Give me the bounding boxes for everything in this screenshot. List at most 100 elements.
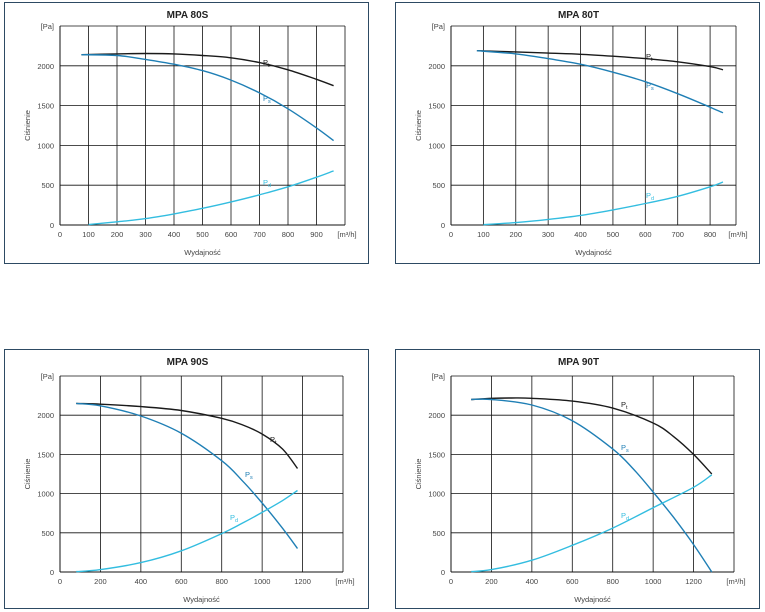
y-tick-label: 2000 <box>37 62 54 71</box>
x-tick-label: 500 <box>196 230 209 239</box>
x-tick-label: 300 <box>139 230 152 239</box>
y-unit-label: [Pa] <box>41 372 54 381</box>
x-tick-label: 700 <box>253 230 266 239</box>
x-tick-label: 800 <box>282 230 295 239</box>
y-tick-label: 1000 <box>37 490 54 499</box>
y-tick-label: 1500 <box>428 450 445 459</box>
series-line-ps <box>471 398 713 573</box>
chart-title: MPA 90S <box>167 357 209 368</box>
x-tick-label: 700 <box>671 230 684 239</box>
x-tick-label: 200 <box>111 230 124 239</box>
series-label-pt: Pt <box>270 435 277 446</box>
y-tick-label: 1500 <box>428 102 445 111</box>
x-tick-label: 1200 <box>294 577 311 586</box>
y-tick-label: 500 <box>41 181 54 190</box>
y-tick-label: 0 <box>50 568 54 577</box>
x-tick-label: 600 <box>566 577 579 586</box>
series-label-ps: Ps <box>621 443 629 454</box>
y-tick-label: 1500 <box>37 102 54 111</box>
y-unit-label: [Pa] <box>41 22 54 31</box>
series-line-pd <box>76 489 298 573</box>
x-axis-label: Wydajność <box>184 248 221 257</box>
series-line-pt <box>476 50 724 71</box>
chart-panel-mpa-80t: MPA 80T 0 500 1000 1500 2000 0 100 200 300 400 500 6… <box>395 2 760 264</box>
series-label-pd: Pd <box>621 511 629 522</box>
y-tick-label: 1000 <box>428 490 445 499</box>
x-tick-label: 300 <box>542 230 555 239</box>
series-line-pt <box>81 52 334 87</box>
x-tick-label: 0 <box>449 230 453 239</box>
chart-mpa-80t: MPA 80T 0 500 1000 1500 2000 0 100 200 300 400 500 6… <box>414 10 748 257</box>
y-tick-label: 1500 <box>37 450 54 459</box>
series-line-pd <box>483 181 724 226</box>
x-axis-label: Wydajność <box>183 595 220 604</box>
series-label-pt: Pt <box>646 52 653 63</box>
x-tick-label: 500 <box>607 230 620 239</box>
x-tick-label: 200 <box>485 577 498 586</box>
y-tick-label: 0 <box>441 568 445 577</box>
series-line-ps <box>81 54 335 142</box>
x-tick-label: 0 <box>449 577 453 586</box>
y-tick-label: 2000 <box>37 411 54 420</box>
x-tick-label: 900 <box>310 230 323 239</box>
series-line-pt <box>76 402 299 469</box>
x-axis-label: Wydajność <box>575 248 612 257</box>
y-axis-label: Ciśnienie <box>414 110 423 141</box>
series-label-pd: Pd <box>230 513 238 524</box>
x-unit-label: [m³/h] <box>728 230 747 239</box>
series-label-ps: Ps <box>263 94 271 105</box>
x-tick-label: 1200 <box>685 577 702 586</box>
y-tick-label: 1000 <box>428 141 445 150</box>
x-axis-label: Wydajność <box>574 595 611 604</box>
x-tick-label: 200 <box>510 230 523 239</box>
x-tick-label: 800 <box>606 577 619 586</box>
x-tick-label: 0 <box>58 577 62 586</box>
series-label-pt: Pt <box>263 58 270 69</box>
chart-mpa-90s: MPA 90S 0 500 1000 1500 2000 0 200 400 600 800 1000… <box>23 357 355 604</box>
chart-mpa-90t: MPA 90T 0 500 1000 1500 2000 0 200 400 600 800 1000… <box>414 357 746 604</box>
series-line-ps <box>476 50 724 114</box>
x-unit-label: [m³/h] <box>726 577 745 586</box>
x-tick-label: 600 <box>225 230 238 239</box>
x-tick-label: 600 <box>639 230 652 239</box>
chart-panel-mpa-80s: MPA 80S 0 500 1000 1500 2000 0 100 200 300 400 500 6… <box>4 2 369 264</box>
series-line-pd <box>471 474 713 573</box>
chart-panel-mpa-90s: MPA 90S 0 500 1000 1500 2000 0 200 400 600 800 1000… <box>4 349 369 609</box>
y-tick-label: 2000 <box>428 411 445 420</box>
series-line-pt <box>471 397 713 475</box>
series-label-pt: Pt <box>621 400 628 411</box>
series-label-ps: Ps <box>646 81 654 92</box>
series-label-pd: Pd <box>263 178 271 189</box>
y-unit-label: [Pa] <box>432 22 445 31</box>
series-label-ps: Ps <box>245 470 253 481</box>
chart-title: MPA 90T <box>558 357 599 368</box>
y-tick-label: 500 <box>432 529 445 538</box>
x-tick-label: 800 <box>704 230 717 239</box>
x-tick-label: 100 <box>82 230 95 239</box>
x-tick-label: 400 <box>135 577 148 586</box>
x-tick-label: 0 <box>58 230 62 239</box>
y-tick-label: 500 <box>432 181 445 190</box>
y-axis-label: Ciśnienie <box>23 110 32 141</box>
series-line-ps <box>76 402 299 549</box>
y-tick-label: 1000 <box>37 141 54 150</box>
x-tick-label: 1000 <box>645 577 662 586</box>
y-tick-label: 500 <box>41 529 54 538</box>
y-tick-label: 2000 <box>428 62 445 71</box>
x-tick-label: 400 <box>526 577 539 586</box>
x-tick-label: 600 <box>175 577 188 586</box>
x-tick-label: 200 <box>94 577 107 586</box>
y-tick-label: 0 <box>441 221 445 230</box>
x-tick-label: 1000 <box>254 577 271 586</box>
x-tick-label: 800 <box>215 577 228 586</box>
chart-mpa-80s: MPA 80S 0 500 1000 1500 2000 0 100 200 300 400 500 6… <box>23 10 357 257</box>
y-unit-label: [Pa] <box>432 372 445 381</box>
x-unit-label: [m³/h] <box>335 577 354 586</box>
x-tick-label: 100 <box>477 230 490 239</box>
y-axis-label: Ciśnienie <box>23 459 32 490</box>
chart-panel-mpa-90t: MPA 90T 0 500 1000 1500 2000 0 200 400 600 800 1000… <box>395 349 760 609</box>
chart-title: MPA 80T <box>558 10 599 21</box>
y-axis-label: Ciśnienie <box>414 459 423 490</box>
x-tick-label: 400 <box>574 230 587 239</box>
x-tick-label: 400 <box>168 230 181 239</box>
